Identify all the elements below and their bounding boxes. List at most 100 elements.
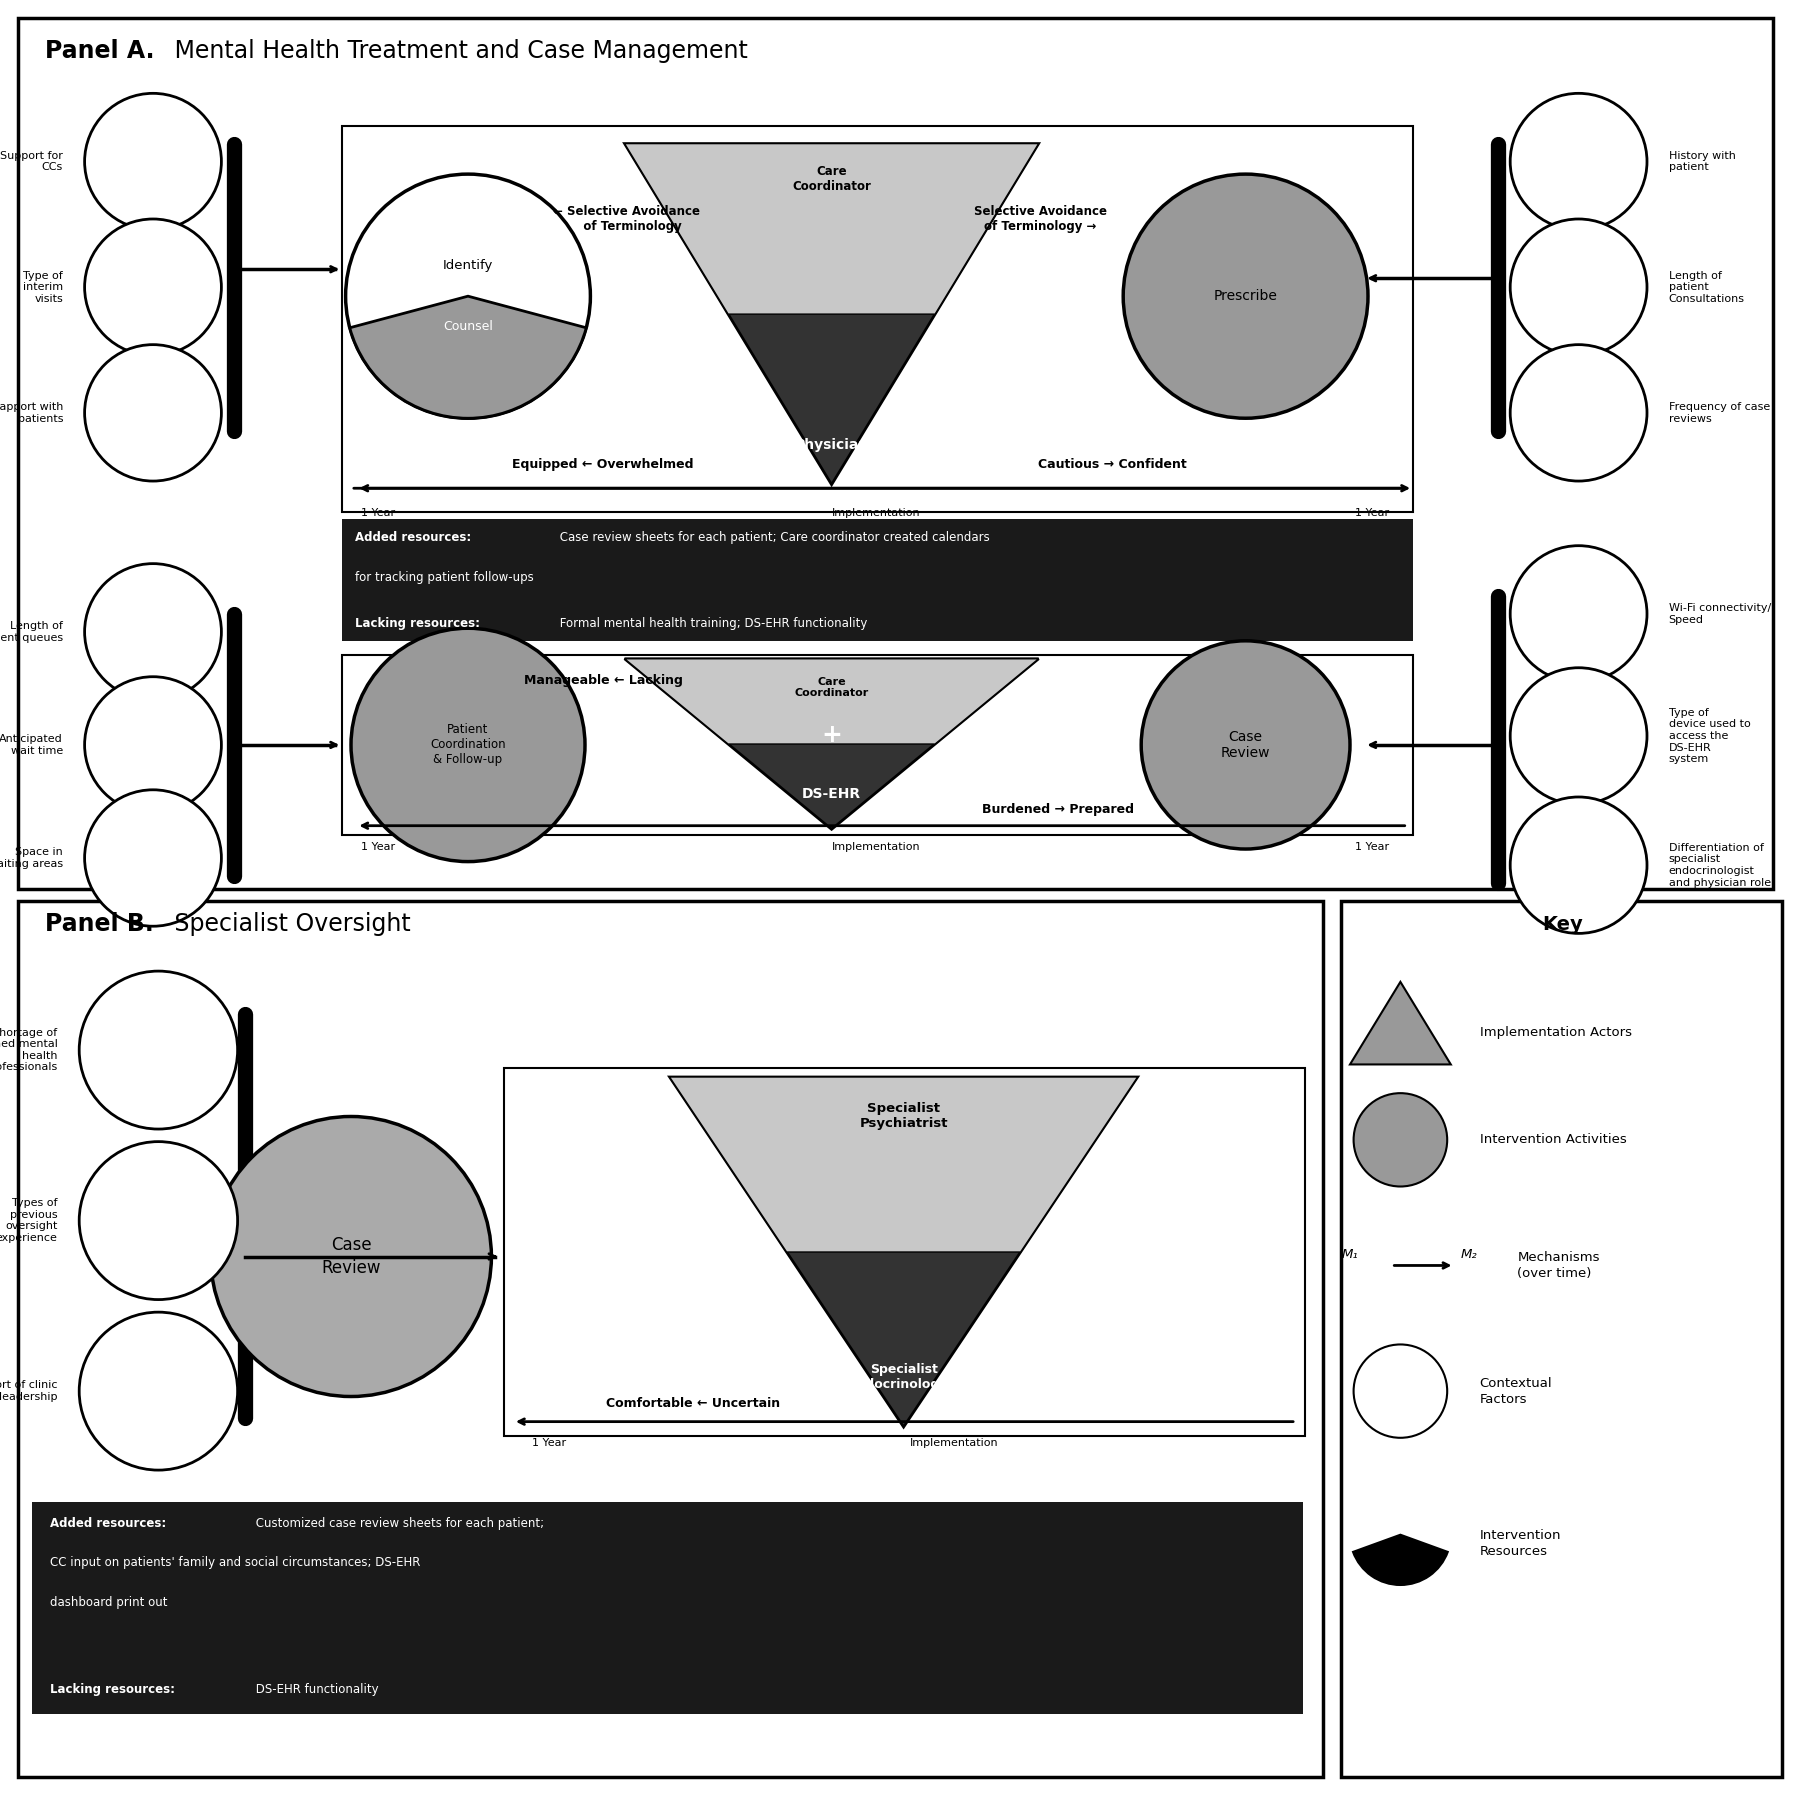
Circle shape [1510,797,1647,933]
Text: Mechanisms
(over time): Mechanisms (over time) [1517,1251,1600,1280]
Text: Frequency of case
reviews: Frequency of case reviews [1669,402,1769,424]
Text: Implementation: Implementation [832,842,922,853]
Text: Case
Review: Case Review [1220,731,1271,759]
Bar [1341,901,1782,1777]
Text: Comfortable ← Uncertain: Comfortable ← Uncertain [607,1397,779,1411]
Circle shape [85,219,221,355]
Text: Specialist
Psychiatrist: Specialist Psychiatrist [859,1102,949,1131]
Circle shape [85,564,221,700]
Text: Space in
waiting areas: Space in waiting areas [0,847,63,869]
Bar [342,519,1413,641]
Text: Types of
previous
oversight
experience: Types of previous oversight experience [0,1199,58,1242]
Text: Lacking resources:: Lacking resources: [50,1684,175,1696]
Text: Type of
interim
visits: Type of interim visits [23,271,63,303]
Bar [18,901,1323,1777]
Text: DS-EHR: DS-EHR [803,786,860,801]
Text: Patient
Coordination
& Follow-up: Patient Coordination & Follow-up [430,723,506,766]
Text: Identify: Identify [443,258,493,273]
Polygon shape [670,1077,1138,1427]
Text: Specialist Oversight: Specialist Oversight [167,912,410,935]
Text: dashboard print out: dashboard print out [50,1596,167,1608]
Text: 1 Year: 1 Year [362,508,394,519]
Text: M₂: M₂ [1460,1248,1478,1262]
Polygon shape [625,659,1039,829]
Text: Panel B.: Panel B. [45,912,153,935]
Text: Support of clinic
leadership: Support of clinic leadership [0,1380,58,1402]
Text: Case
Review: Case Review [320,1237,382,1276]
Polygon shape [625,144,1039,485]
Polygon shape [625,144,1039,314]
Text: Added resources:: Added resources: [50,1517,167,1529]
Text: Specialist
Endocrinologist: Specialist Endocrinologist [850,1362,958,1391]
Text: Intervention Activities: Intervention Activities [1480,1133,1627,1147]
Text: Added resources:: Added resources: [355,531,472,544]
Circle shape [211,1116,491,1397]
Bar [32,1502,1303,1714]
Text: ← Selective Avoidance
   of Terminology: ← Selective Avoidance of Terminology [553,205,700,233]
Text: History with
patient: History with patient [1669,151,1735,172]
Text: Care
Coordinator: Care Coordinator [794,677,869,698]
Text: Case review sheets for each patient; Care coordinator created calendars: Case review sheets for each patient; Car… [556,531,990,544]
Text: Implementation Actors: Implementation Actors [1480,1025,1631,1039]
Wedge shape [1354,1535,1447,1585]
Text: Type of
device used to
access the
DS-EHR
system: Type of device used to access the DS-EHR… [1669,707,1750,765]
Text: Cautious → Confident: Cautious → Confident [1039,458,1186,472]
Polygon shape [670,1077,1138,1253]
Bar [342,126,1413,512]
Text: 1 Year: 1 Year [362,842,394,853]
Circle shape [346,174,590,418]
Text: 1 Year: 1 Year [1355,508,1388,519]
Text: Burdened → Prepared: Burdened → Prepared [983,802,1134,817]
Text: Wi-Fi connectivity/
Speed: Wi-Fi connectivity/ Speed [1669,603,1771,625]
Wedge shape [349,296,587,418]
Text: CC input on patients' family and social circumstances; DS-EHR: CC input on patients' family and social … [50,1556,421,1569]
Text: Counsel: Counsel [443,320,493,334]
Circle shape [1510,219,1647,355]
Text: Implementation: Implementation [909,1438,999,1449]
Circle shape [1510,668,1647,804]
Text: Panel A.: Panel A. [45,39,155,63]
Text: +: + [821,723,842,747]
Text: Prescribe: Prescribe [1213,289,1278,303]
Circle shape [1510,93,1647,230]
Circle shape [1510,546,1647,682]
Text: Care
Coordinator: Care Coordinator [792,165,871,194]
Text: M₁: M₁ [1341,1248,1359,1262]
Circle shape [1354,1093,1447,1186]
Text: Rapport with
patients: Rapport with patients [0,402,63,424]
Circle shape [85,345,221,481]
Circle shape [1354,1344,1447,1438]
Bar [18,18,1773,889]
Text: Manageable ← Lacking: Manageable ← Lacking [524,673,682,687]
Bar [342,655,1413,835]
Text: Mental Health Treatment and Case Management: Mental Health Treatment and Case Managem… [167,39,749,63]
Circle shape [79,1312,238,1470]
Circle shape [79,1142,238,1300]
Text: Anticipated
wait time: Anticipated wait time [0,734,63,756]
Text: Contextual
Factors: Contextual Factors [1480,1377,1552,1405]
Text: Length of
patient queues: Length of patient queues [0,621,63,643]
Text: Customized case review sheets for each patient;: Customized case review sheets for each p… [252,1517,544,1529]
Text: Selective Avoidance
of Terminology →: Selective Avoidance of Terminology → [974,205,1107,233]
Text: Support for
CCs: Support for CCs [0,151,63,172]
Text: Key: Key [1543,915,1582,935]
Text: Formal mental health training; DS-EHR functionality: Formal mental health training; DS-EHR fu… [556,617,868,630]
Circle shape [1510,345,1647,481]
Circle shape [351,628,585,862]
Text: Lacking resources:: Lacking resources: [355,617,479,630]
Text: Length of
patient
Consultations: Length of patient Consultations [1669,271,1744,303]
Circle shape [1141,641,1350,849]
Circle shape [85,93,221,230]
Bar [504,1068,1305,1436]
Text: Differentiation of
specialist
endocrinologist
and physician role: Differentiation of specialist endocrinol… [1669,844,1771,887]
Polygon shape [625,659,1039,743]
Circle shape [79,971,238,1129]
Text: Shortage of
trained mental
health
professionals: Shortage of trained mental health profes… [0,1029,58,1072]
Polygon shape [1350,982,1451,1064]
Circle shape [1123,174,1368,418]
Text: 1 Year: 1 Year [533,1438,565,1449]
Circle shape [85,677,221,813]
Text: Intervention
Resources: Intervention Resources [1480,1529,1561,1558]
Text: 1 Year: 1 Year [1355,842,1388,853]
Text: Equipped ← Overwhelmed: Equipped ← Overwhelmed [513,458,693,472]
